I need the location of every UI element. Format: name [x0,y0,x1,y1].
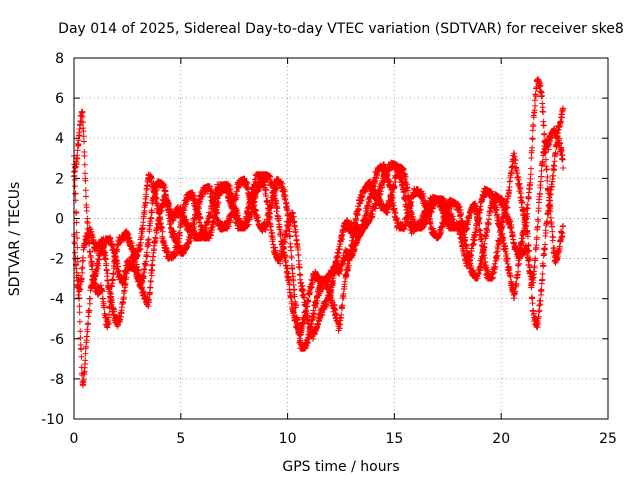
x-tick-label: 25 [599,431,617,447]
y-tick-label: 6 [55,91,64,107]
x-tick-label: 0 [70,431,79,447]
x-tick-label: 20 [492,431,510,447]
y-tick-label: -8 [50,372,64,388]
y-tick-label: -2 [50,252,64,268]
y-tick-label: -4 [50,292,64,308]
y-tick-label: 2 [55,171,64,187]
plot-frame [73,57,609,420]
y-axis-label: SDTVAR / TECUs [7,182,23,297]
x-tick-label: 15 [385,431,403,447]
x-tick-label: 10 [279,431,297,447]
y-tick-label: 4 [55,131,64,147]
axis-ticks: 0 5 10 15 20 25 -10 -8 -6 -4 -2 0 2 4 6 8 [41,51,617,447]
data-points [71,76,567,389]
y-tick-label: -10 [41,412,64,428]
y-tick-label: -6 [50,332,64,348]
x-axis-label: GPS time / hours [282,459,399,475]
y-tick-label: 8 [55,51,64,67]
data-point-markers [71,76,567,389]
y-tick-label: 0 [55,211,64,227]
chart-title: Day 014 of 2025, Sidereal Day-to-day VTE… [58,21,624,37]
x-tick-label: 5 [176,431,185,447]
